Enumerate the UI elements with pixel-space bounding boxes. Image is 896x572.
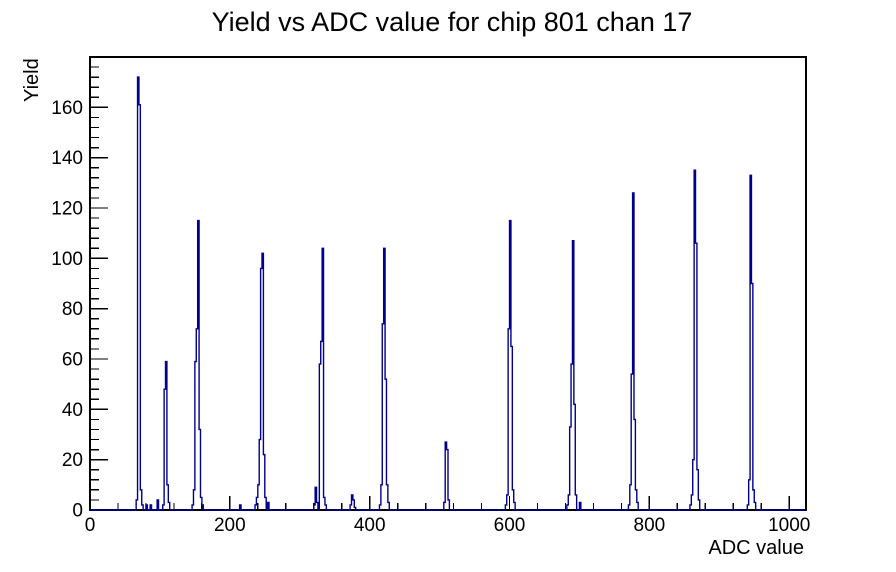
- histogram-line: [90, 76, 806, 511]
- chart-title: Yield vs ADC value for chip 801 chan 17: [212, 7, 693, 37]
- y-axis-title: Yield: [21, 58, 43, 102]
- tick-label: 100: [51, 249, 83, 270]
- tick-label: 60: [62, 350, 83, 371]
- tick-label: 0: [72, 501, 83, 522]
- axis-ticks: [89, 56, 790, 511]
- plot-frame: [89, 56, 807, 511]
- y-tick-labels: 0 20 40 60 80 100 120 140 160: [51, 98, 83, 522]
- x-axis-title: ADC value: [708, 537, 804, 559]
- tick-label: 20: [62, 450, 83, 471]
- tick-label: 0: [85, 515, 96, 536]
- tick-label: 80: [62, 299, 83, 320]
- tick-label: 200: [214, 515, 246, 536]
- tick-label: 400: [354, 515, 386, 536]
- tick-label: 600: [494, 515, 526, 536]
- tick-label: 160: [51, 98, 83, 119]
- tick-label: 40: [62, 400, 83, 421]
- tick-label: 1000: [768, 515, 810, 536]
- tick-label: 800: [634, 515, 666, 536]
- tick-label: 140: [51, 148, 83, 169]
- x-tick-labels: 0 200 400 600 800 1000: [85, 515, 811, 536]
- tick-label: 120: [51, 199, 83, 220]
